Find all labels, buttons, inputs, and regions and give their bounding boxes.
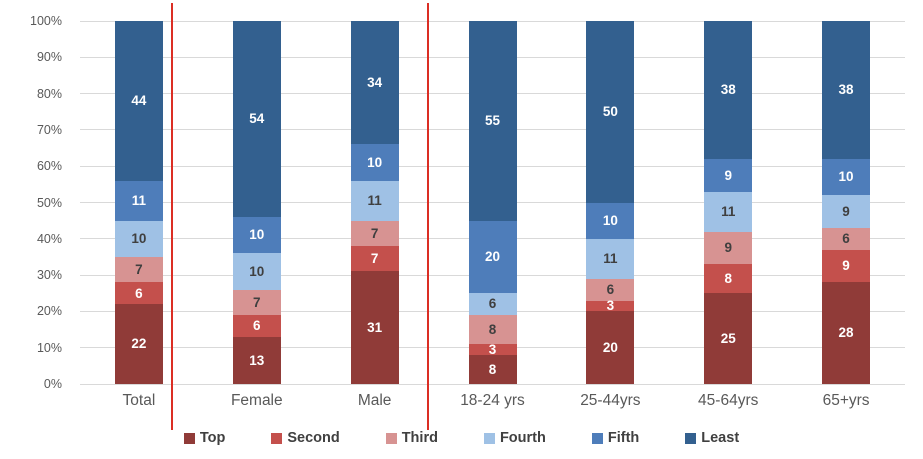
category-label: 65+yrs	[822, 392, 870, 409]
bar-65-yrs: 28 9 6 9 10 38	[822, 21, 871, 384]
segment-second: 9	[822, 249, 871, 283]
legend-swatch-icon	[271, 432, 283, 444]
legend-swatch-icon	[483, 432, 495, 444]
segment-top: 25	[704, 293, 753, 384]
segment-least: 54	[232, 21, 281, 218]
segment-least: 44	[114, 21, 163, 181]
group-separator-line	[171, 3, 173, 430]
legend-swatch-icon	[591, 432, 603, 444]
segment-third: 7	[114, 256, 163, 283]
bar-total: 22 6 7 10 11 44	[114, 21, 163, 384]
legend-item-top: Top	[183, 430, 226, 446]
legend-swatch-icon	[685, 432, 697, 444]
segment-fourth: 6	[468, 293, 517, 316]
segment-fifth: 20	[468, 220, 517, 294]
segment-top: 13	[232, 336, 281, 384]
bar-45-64yrs: 25 8 9 11 9 38	[704, 21, 753, 384]
category-label: Total	[122, 392, 156, 409]
y-tick-label: 10%	[36, 340, 62, 355]
category-label: 18-24 yrs	[460, 392, 525, 409]
legend-label: Third	[401, 430, 438, 446]
segment-second: 3	[468, 343, 517, 356]
bar-25-44yrs: 20 3 6 11 10 50	[586, 21, 635, 384]
legend-label: Top	[199, 430, 226, 446]
legend-label: Least	[701, 430, 740, 446]
legend-label: Second	[287, 430, 340, 446]
legend-label: Fourth	[499, 430, 546, 446]
segment-second: 7	[350, 246, 399, 272]
segment-fourth: 10	[232, 253, 281, 290]
segment-top: 31	[350, 271, 399, 384]
segment-third: 6	[586, 278, 635, 301]
segment-fourth: 11	[704, 191, 753, 232]
y-tick-label: 90%	[36, 50, 62, 65]
segment-fourth: 11	[350, 180, 399, 221]
segment-third: 8	[468, 315, 517, 345]
legend-swatch-icon	[385, 432, 397, 444]
y-tick-label: 60%	[36, 159, 62, 174]
segment-third: 7	[350, 220, 399, 247]
category-label: 45-64yrs	[698, 392, 759, 409]
segment-fifth: 10	[350, 144, 399, 181]
segment-fourth: 9	[822, 195, 871, 228]
segment-second: 3	[586, 299, 635, 312]
segment-third: 6	[822, 227, 871, 250]
bar-18-24-yrs: 8 3 8 6 20 55	[468, 21, 517, 384]
segment-second: 6	[114, 282, 163, 305]
y-tick-label: 30%	[36, 268, 62, 283]
y-tick-label: 40%	[36, 231, 62, 246]
legend-swatch-icon	[183, 432, 195, 444]
segment-fourth: 11	[586, 238, 635, 279]
segment-least: 34	[350, 21, 399, 145]
segment-fourth: 10	[114, 220, 163, 257]
segment-third: 9	[704, 231, 753, 265]
legend-item-third: Third	[385, 430, 438, 446]
segment-top: 28	[822, 282, 871, 384]
segment-fifth: 10	[232, 217, 281, 254]
legend-item-fourth: Fourth	[483, 430, 546, 446]
gridline-100%	[80, 20, 905, 22]
group-separator-line	[427, 3, 429, 430]
segment-fifth: 10	[586, 202, 635, 239]
segment-top: 22	[114, 304, 163, 384]
legend-label: Fifth	[607, 430, 640, 446]
legend-item-fifth: Fifth	[591, 430, 640, 446]
segment-least: 50	[586, 21, 635, 203]
y-tick-label: 20%	[36, 304, 62, 319]
segment-fifth: 11	[114, 180, 163, 221]
segment-top: 20	[586, 311, 635, 384]
category-label: Male	[357, 392, 392, 409]
segment-second: 6	[232, 315, 281, 337]
gridline-0%	[80, 383, 905, 385]
bar-female: 13 6 7 10 10 54	[232, 21, 281, 384]
category-label: Female	[230, 392, 283, 409]
plot-area: 22 6 7 10 11 44 13 6 7 10 10 54 31 7 7 11 10 34 8 3 8 6 20 55 20…	[80, 20, 905, 385]
y-tick-label: 80%	[36, 86, 62, 101]
y-tick-label: 70%	[36, 122, 62, 137]
segment-least: 38	[822, 21, 871, 159]
y-tick-label: 0%	[43, 377, 62, 391]
y-tick-label: 50%	[36, 195, 62, 210]
legend-item-least: Least	[685, 430, 739, 446]
segment-second: 8	[704, 264, 753, 294]
segment-top: 8	[468, 354, 517, 384]
segment-third: 7	[232, 289, 281, 316]
bar-male: 31 7 7 11 10 34	[350, 21, 399, 384]
segment-least: 55	[468, 21, 517, 221]
legend-item-second: Second	[271, 430, 340, 446]
segment-least: 38	[704, 21, 753, 159]
segment-fifth: 9	[704, 158, 753, 192]
y-tick-label: 100%	[30, 14, 62, 28]
segment-fifth: 10	[822, 159, 871, 196]
category-label: 25-44yrs	[580, 392, 641, 409]
chart-legend: Top Second Third Fourth Fifth Least	[0, 430, 923, 446]
